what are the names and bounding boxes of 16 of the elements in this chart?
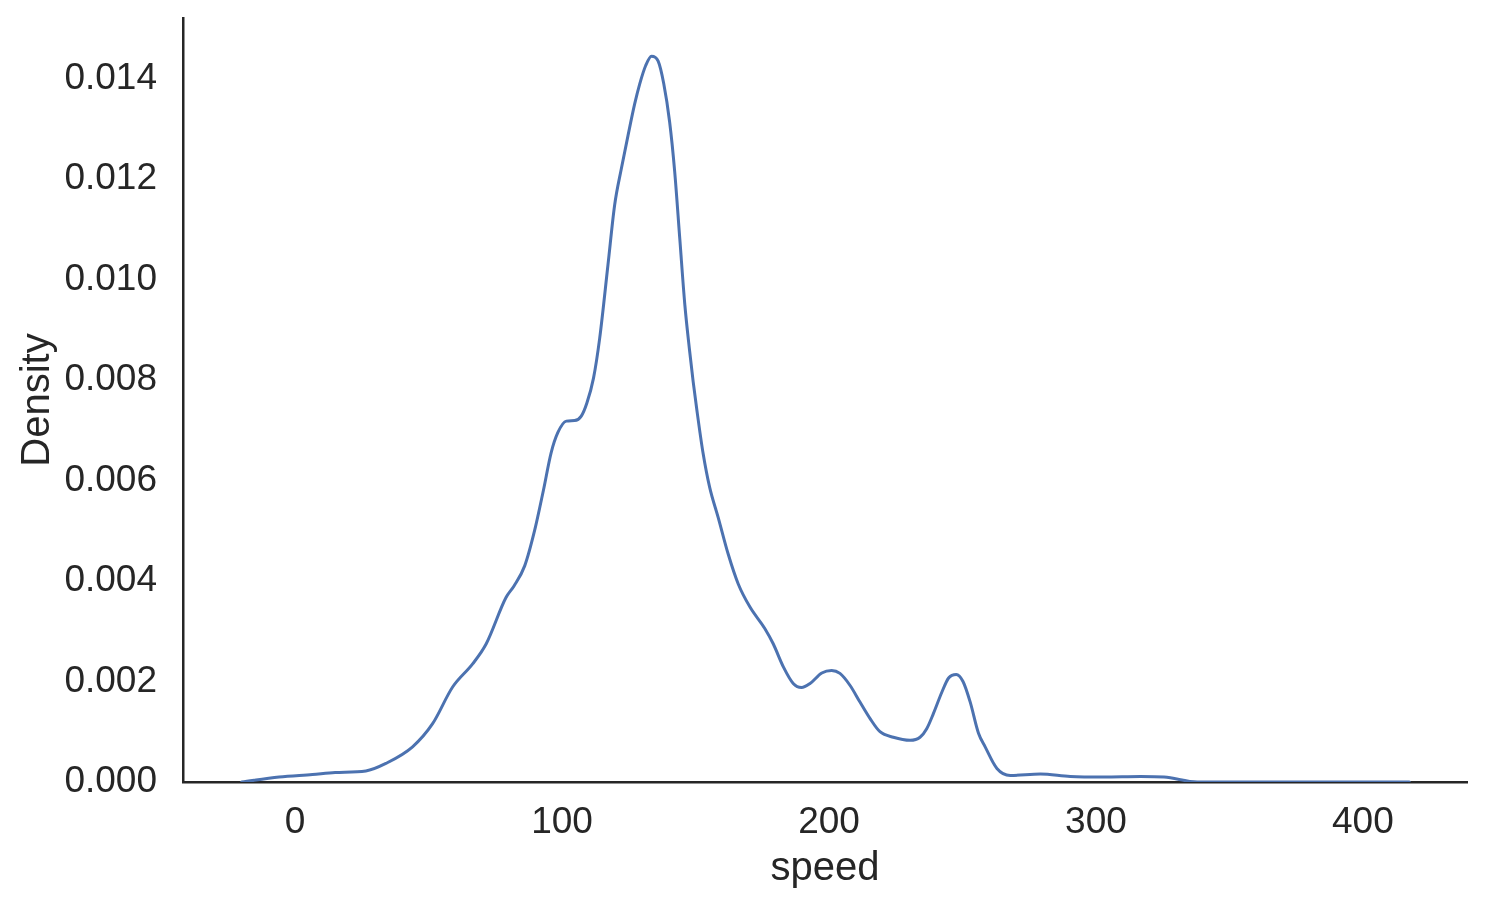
x-tick-label: 200 bbox=[798, 800, 860, 842]
line-series bbox=[240, 54, 1411, 782]
y-tick-label: 0.000 bbox=[64, 759, 157, 801]
x-tick-label: 400 bbox=[1332, 800, 1394, 842]
x-tick-label: 100 bbox=[531, 800, 593, 842]
y-tick-label: 0.012 bbox=[64, 156, 157, 198]
y-tick-label: 0.008 bbox=[64, 357, 157, 399]
y-tick-label: 0.006 bbox=[64, 457, 157, 499]
x-tick-label: 300 bbox=[1065, 800, 1127, 842]
y-tick-label: 0.002 bbox=[64, 658, 157, 700]
x-axis-title: speed bbox=[770, 844, 880, 889]
y-tick-label: 0.014 bbox=[64, 55, 157, 97]
y-axis-title: Density bbox=[13, 333, 58, 467]
x-tick-label: 0 bbox=[284, 800, 306, 842]
y-tick-label: 0.010 bbox=[64, 256, 157, 298]
y-tick-label: 0.004 bbox=[64, 558, 157, 600]
